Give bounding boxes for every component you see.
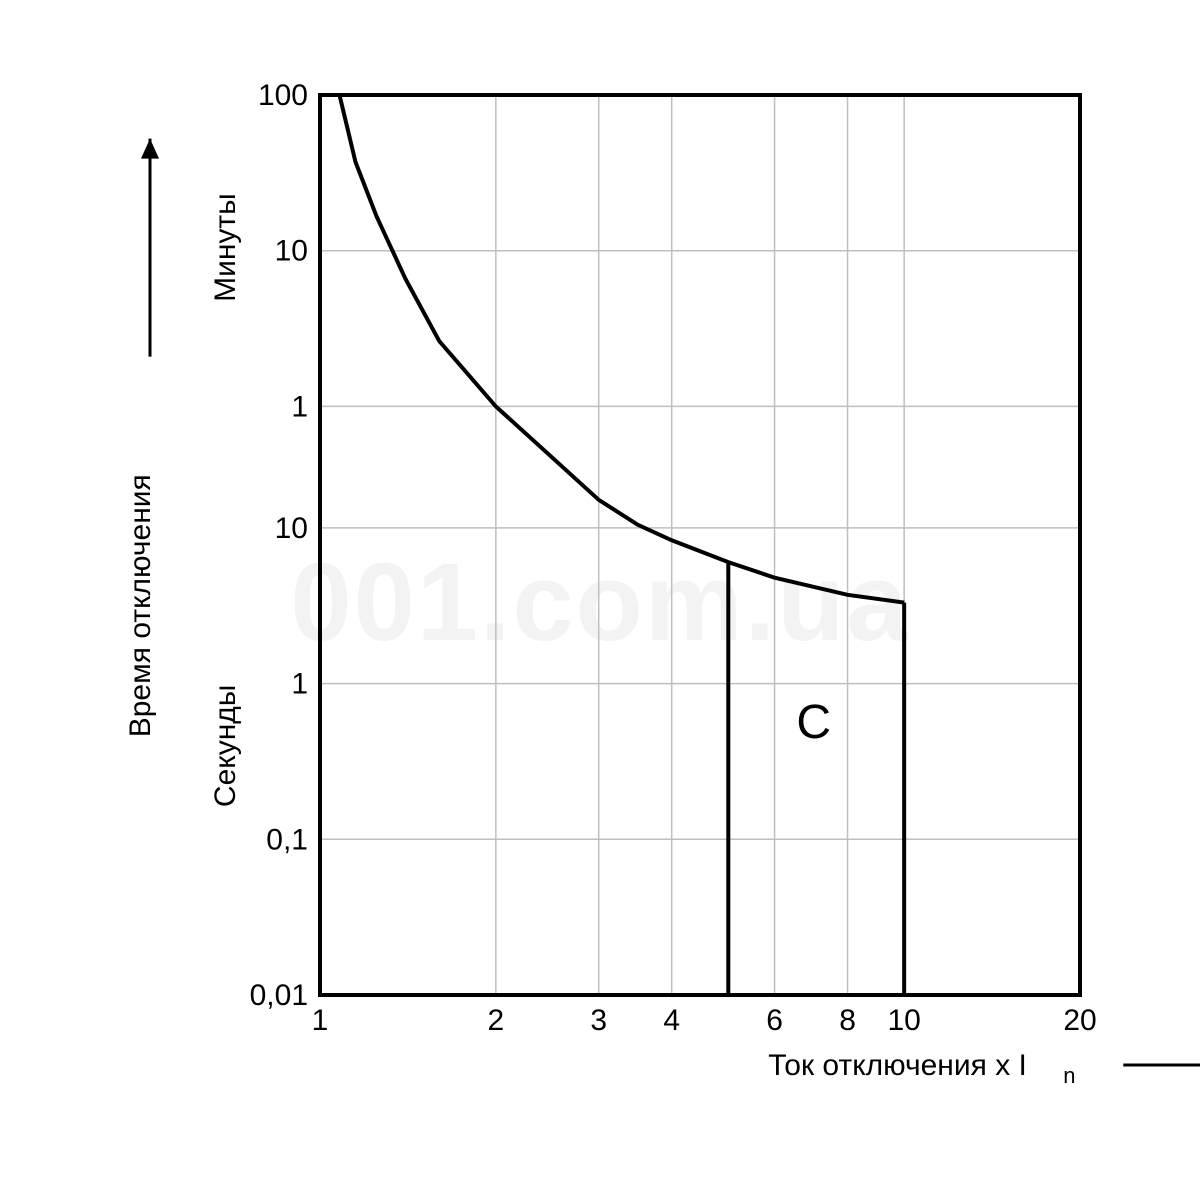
- y-tick-label: 10: [275, 512, 308, 545]
- y-tick-label: 10: [275, 235, 308, 268]
- y-tick-label: 0,01: [250, 979, 308, 1012]
- y-section-seconds: Секунды: [209, 685, 242, 807]
- x-tick-label: 10: [887, 1004, 920, 1037]
- y-section-minutes: Минуты: [209, 193, 242, 302]
- y-tick-label: 1: [291, 390, 308, 423]
- x-tick-label: 20: [1063, 1004, 1096, 1037]
- y-tick-label: 1: [291, 668, 308, 701]
- x-axis-title-sub: n: [1063, 1063, 1075, 1088]
- watermark: 001.com.ua: [290, 541, 909, 664]
- x-tick-label: 3: [590, 1004, 607, 1037]
- x-tick-label: 6: [766, 1004, 783, 1037]
- y-axis-title: Время отключения: [124, 474, 157, 737]
- x-axis-title: Ток отключения х I: [768, 1049, 1027, 1082]
- y-tick-label: 0,1: [266, 823, 308, 856]
- x-tick-label: 4: [663, 1004, 680, 1037]
- x-tick-label: 1: [312, 1004, 329, 1037]
- zone-label: C: [796, 696, 831, 749]
- x-tick-label: 8: [839, 1004, 856, 1037]
- x-tick-label: 2: [488, 1004, 505, 1037]
- y-tick-label: 100: [258, 79, 308, 112]
